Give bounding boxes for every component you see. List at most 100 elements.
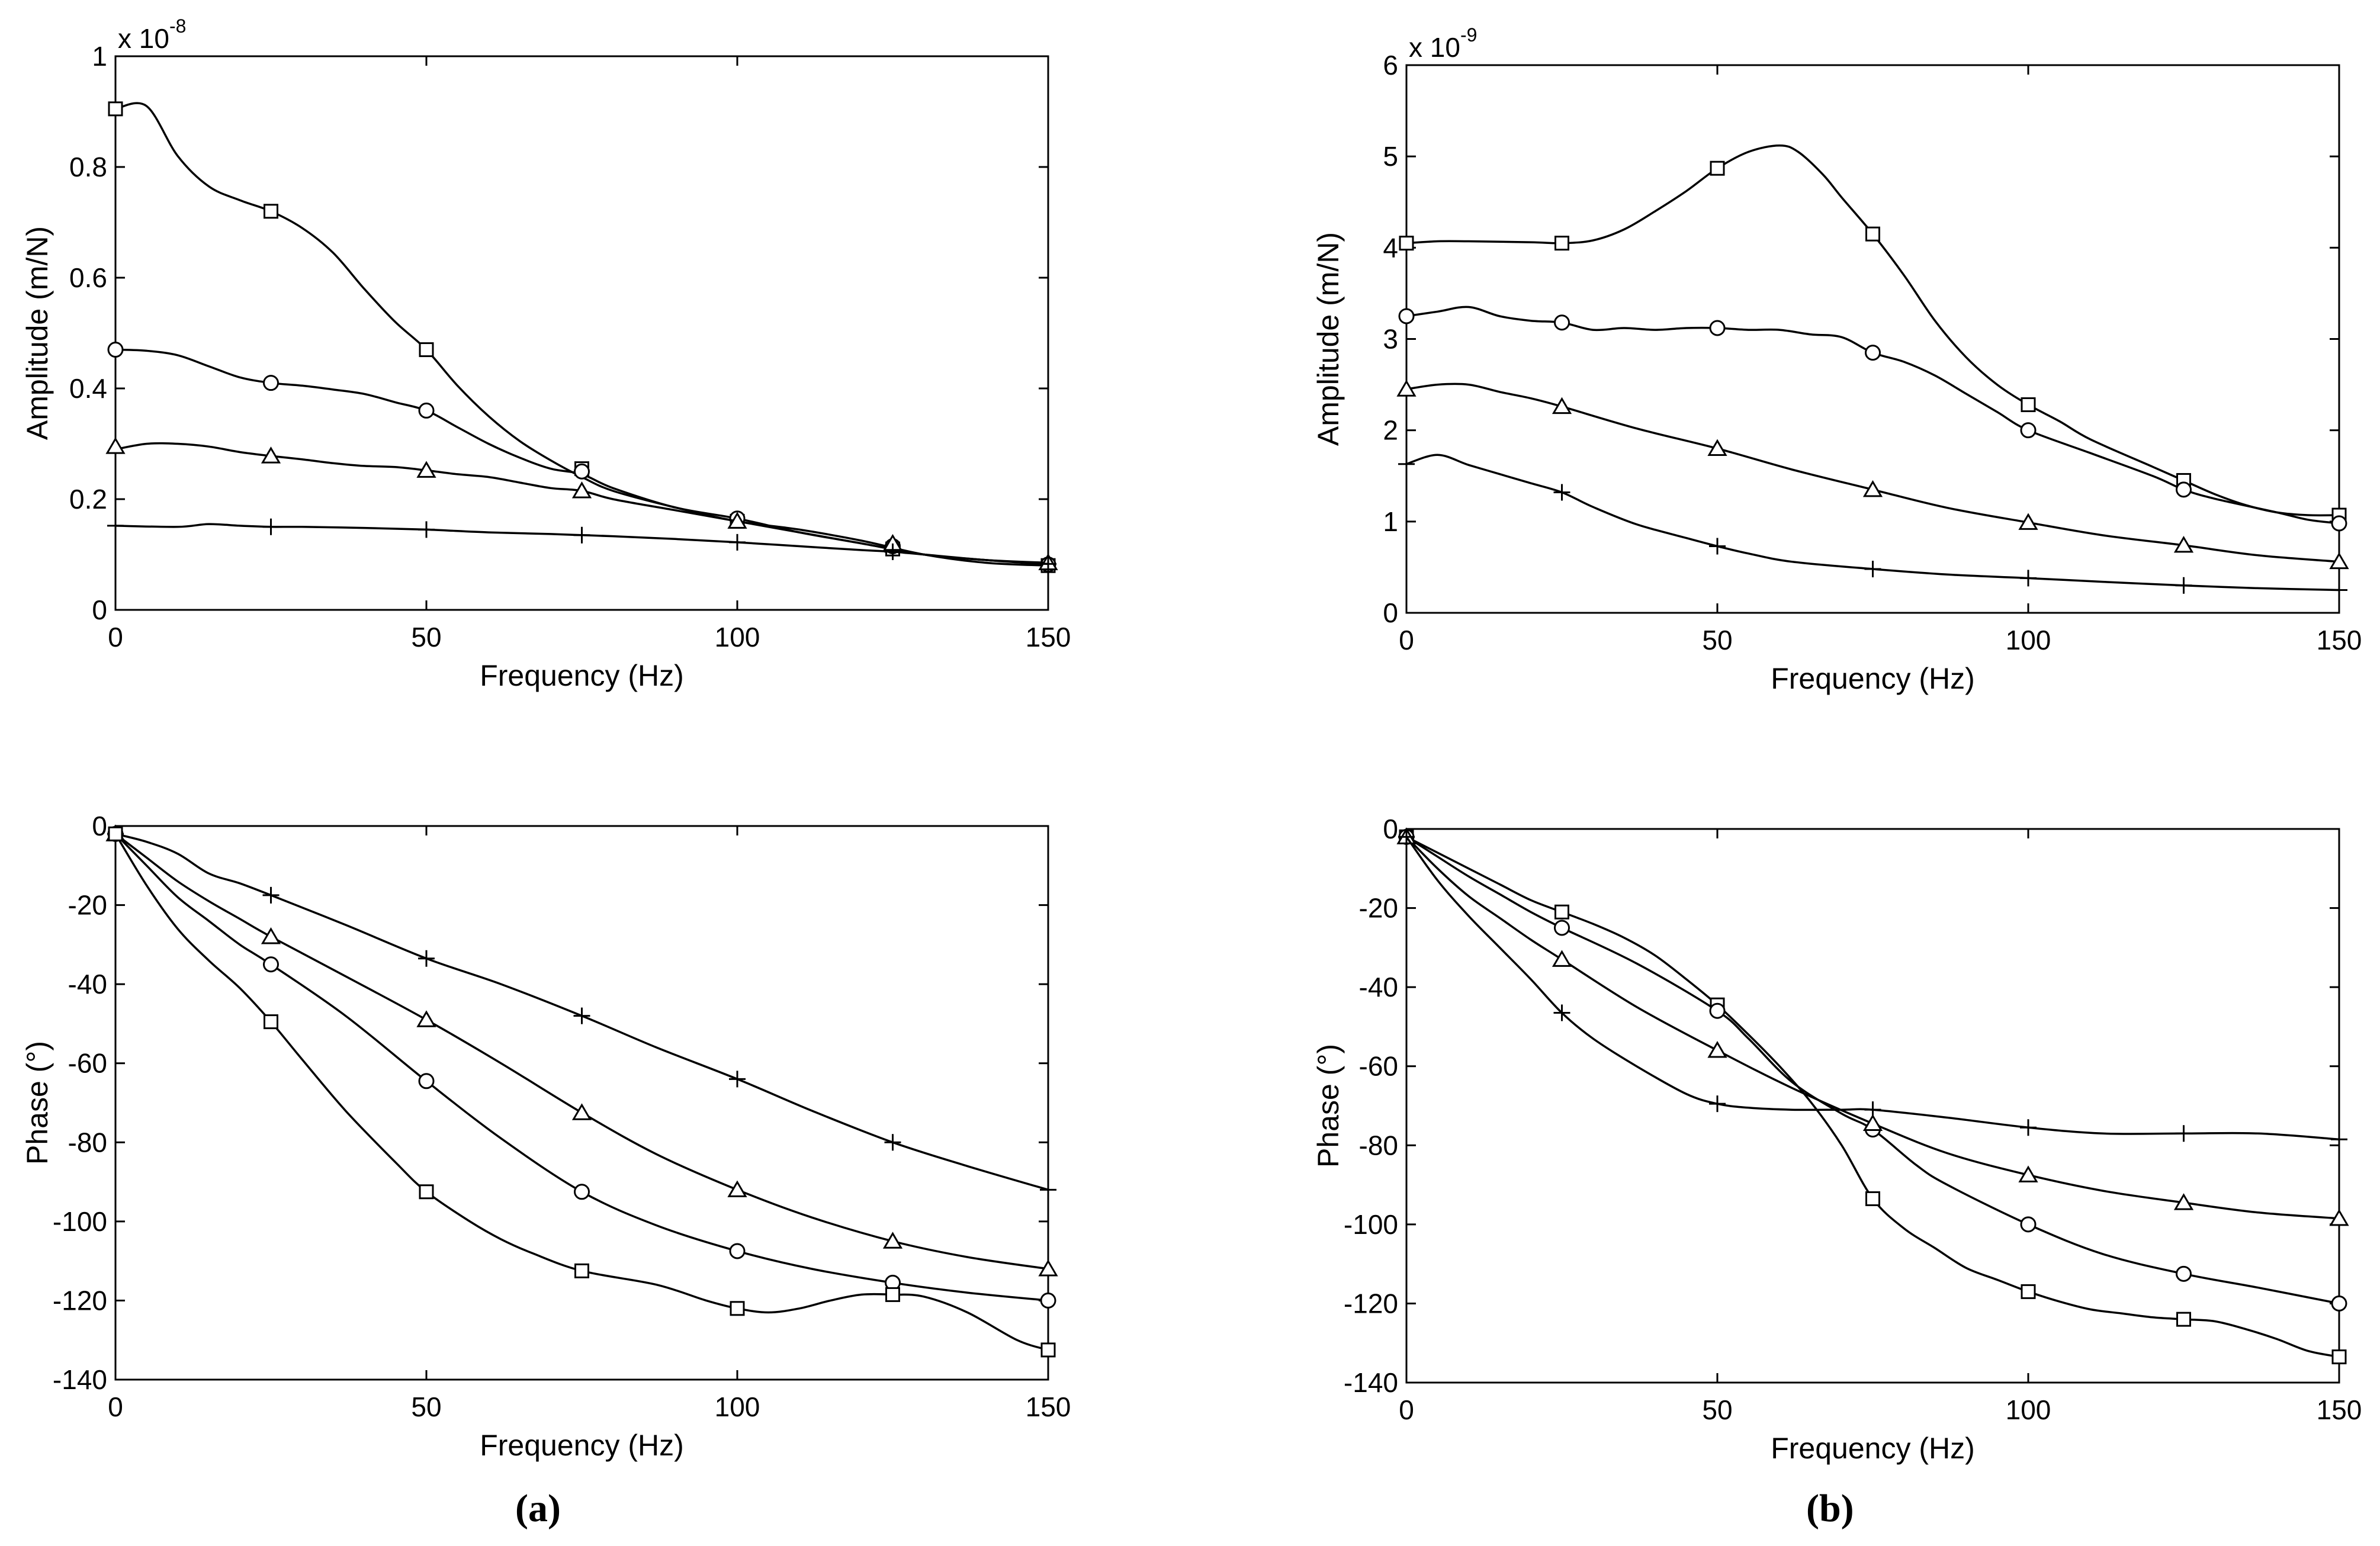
x-tick-label: 100 (715, 622, 760, 653)
y-tick-label: 0.8 (69, 152, 107, 182)
y-tick-label: 4 (1383, 232, 1398, 263)
plus-marker (729, 533, 746, 551)
plus-marker (418, 521, 435, 538)
plus-marker (1398, 455, 1415, 473)
x-axis-label: Frequency (Hz) (1771, 1432, 1975, 1465)
plus-marker (2175, 577, 2192, 594)
y-tick-label: -140 (53, 1364, 107, 1395)
plus-marker (1040, 555, 1056, 573)
series-circle (1398, 828, 2347, 1312)
series-plus (107, 825, 1056, 1198)
triangle-marker (2173, 535, 2194, 553)
circle-marker (2020, 1216, 2037, 1233)
square-marker (2021, 397, 2036, 412)
square-marker (264, 204, 278, 219)
triangle-marker (261, 927, 281, 944)
plus-marker (1553, 1004, 1570, 1021)
triangle-marker (105, 437, 126, 454)
x-tick-label: 50 (411, 622, 441, 653)
series-line (114, 833, 1049, 1302)
plus-marker (418, 950, 435, 967)
series-line (115, 442, 1049, 564)
triangle-marker (1396, 380, 1417, 397)
y-tick-label: 5 (1383, 141, 1398, 172)
series-square (1399, 829, 2347, 1365)
square-marker (1554, 904, 1569, 920)
plot-frame (114, 825, 1049, 1381)
triangle-marker (261, 446, 281, 464)
series-plus (1398, 454, 2347, 599)
plus-marker (262, 518, 280, 535)
circle-marker (2176, 1265, 2192, 1282)
y-tick-label: 1 (92, 41, 107, 72)
plus-marker (884, 543, 901, 560)
triangle-marker (2018, 1165, 2038, 1182)
y-tick-label: 0 (92, 811, 107, 841)
plus-marker (2331, 1131, 2347, 1148)
triangle-marker (1862, 1114, 1883, 1132)
triangle-marker (1707, 1041, 1727, 1058)
circle-marker (2331, 1295, 2347, 1312)
circle-marker (107, 342, 124, 358)
x-axis-label: Frequency (Hz) (1771, 662, 1975, 695)
circle-marker (1554, 920, 1570, 936)
plot-frame (114, 55, 1049, 611)
circle-marker (1554, 314, 1570, 331)
x-tick-label: 150 (2317, 1394, 2362, 1425)
triangle-marker (1862, 480, 1883, 497)
series-line (1406, 306, 2340, 525)
series-line (115, 102, 1049, 567)
x-tick-label: 50 (1702, 625, 1732, 655)
square-marker (2021, 1284, 2036, 1299)
circle-marker (418, 402, 435, 419)
y-tick-label: -60 (1359, 1051, 1398, 1082)
y-tick-label: -120 (1344, 1288, 1398, 1319)
square-marker (108, 826, 123, 841)
y-axis-label: Amplitude (m/N) (21, 226, 54, 440)
triangle-marker (727, 512, 747, 529)
plus-marker (1709, 538, 1726, 555)
plus-marker (262, 886, 280, 904)
y-tick-label: 0 (1383, 814, 1398, 844)
plot-frame (1405, 828, 2340, 1384)
square-marker (574, 1263, 589, 1278)
square-marker (1399, 236, 1414, 251)
triangle-marker (571, 1103, 592, 1120)
circle-marker (2020, 422, 2037, 439)
series-triangle (1396, 827, 2349, 1226)
square-marker (2176, 1312, 2191, 1327)
y-tick-label: -80 (68, 1127, 107, 1158)
x-tick-label: 50 (411, 1391, 441, 1422)
y-tick-label: 3 (1383, 324, 1398, 355)
series-line (115, 833, 1049, 1191)
series-circle (107, 825, 1056, 1309)
series-line (114, 833, 1049, 1270)
y-axis-label: Phase (°) (1312, 1044, 1345, 1168)
x-tick-label: 100 (715, 1391, 760, 1422)
square-marker (1710, 160, 1725, 176)
plus-marker (1553, 484, 1570, 501)
plus-marker (107, 517, 124, 534)
circle-marker (574, 1184, 590, 1200)
circle-marker (1865, 345, 1881, 361)
series-line (114, 833, 1049, 1351)
chart-b-phase: 0 50 100 150 -140 -120 -100 -80 -60 -40 -20 0 Freque… (1312, 814, 2362, 1465)
circle-marker (263, 956, 279, 973)
triangle-marker (2173, 1193, 2194, 1210)
triangle-marker (2329, 1208, 2349, 1226)
chart-a-phase: 0 50 100 150 -140 -120 -100 -80 -60 -40 -20 0 Freque… (21, 811, 1071, 1462)
series-line (1406, 144, 2340, 517)
series-line (1406, 454, 2340, 592)
series-triangle (105, 824, 1058, 1277)
circle-marker (2331, 515, 2347, 532)
square-marker (108, 101, 123, 117)
y-tick-label: 1 (1383, 506, 1398, 537)
series-line (1406, 835, 2340, 1358)
square-marker (2331, 1349, 2347, 1365)
triangle-marker (2018, 513, 2038, 530)
x-tick-label: 0 (108, 1391, 123, 1422)
axis-exponent-power: -9 (1460, 24, 1477, 46)
x-tick-label: 100 (2006, 625, 2051, 655)
triangle-marker (571, 481, 592, 499)
